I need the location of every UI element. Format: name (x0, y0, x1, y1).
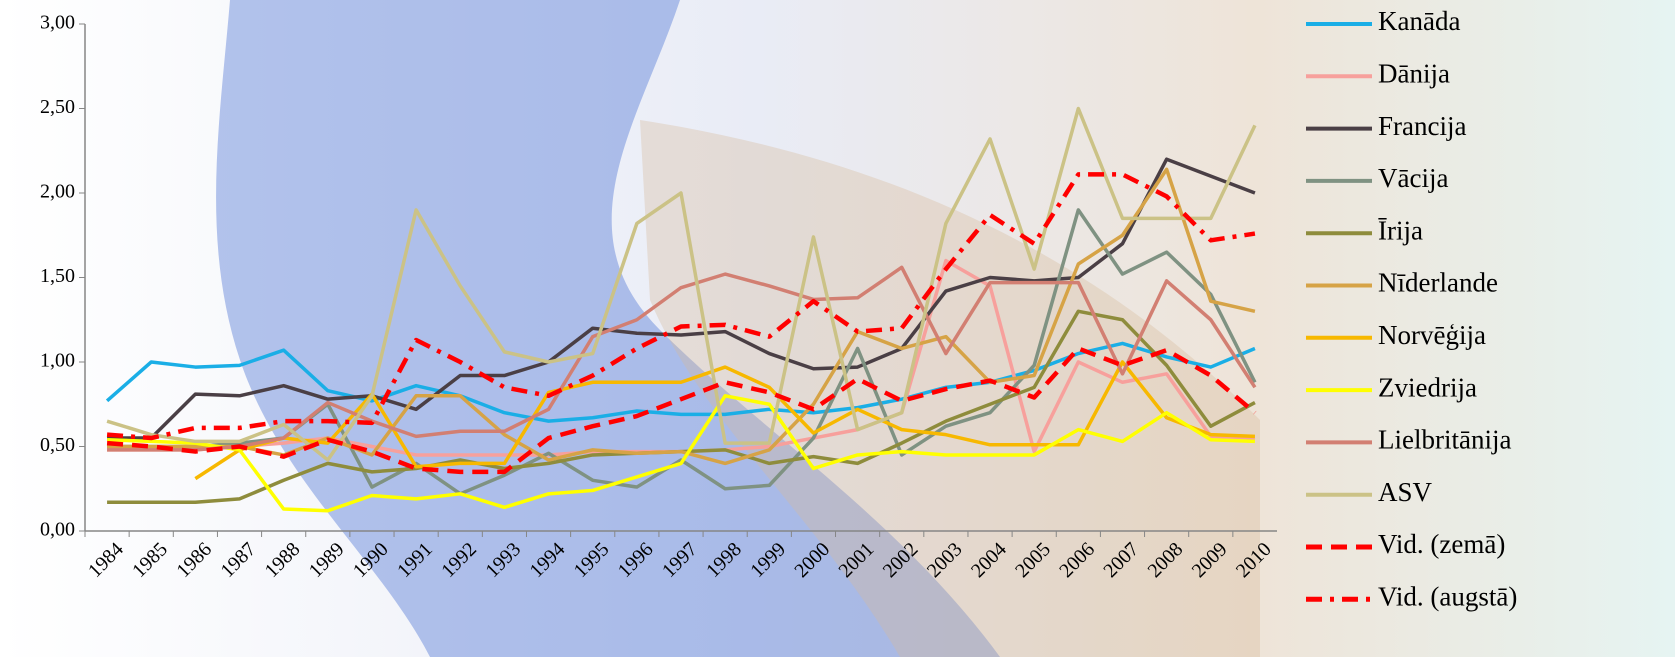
y-tick-label: 2,00 (40, 181, 75, 203)
legend-label: Francija (1378, 111, 1466, 141)
y-tick-label: 3,00 (40, 12, 75, 34)
y-tick-label: 0,50 (40, 434, 75, 456)
legend-label: Vid. (augstā) (1378, 582, 1517, 612)
y-tick-label: 1,00 (40, 350, 75, 372)
legend-label: Nīderlande (1378, 268, 1498, 298)
legend-label: Kanāda (1378, 6, 1460, 36)
chart: 0,000,501,001,502,002,503,00198419851986… (0, 0, 1675, 657)
y-tick-label: 2,50 (40, 96, 75, 118)
legend-label: Vācija (1378, 163, 1448, 193)
legend-label: Lielbritānija (1378, 425, 1511, 455)
y-tick-label: 0,00 (40, 519, 75, 541)
legend-label: Zviedrija (1378, 372, 1477, 402)
legend-label: Norvēģija (1378, 320, 1486, 350)
legend-label: Īrija (1378, 215, 1423, 245)
legend-label: ASV (1378, 477, 1433, 507)
y-tick-label: 1,50 (40, 265, 75, 287)
legend-label: Dānija (1378, 59, 1450, 89)
legend-label: Vid. (zemā) (1378, 529, 1505, 559)
